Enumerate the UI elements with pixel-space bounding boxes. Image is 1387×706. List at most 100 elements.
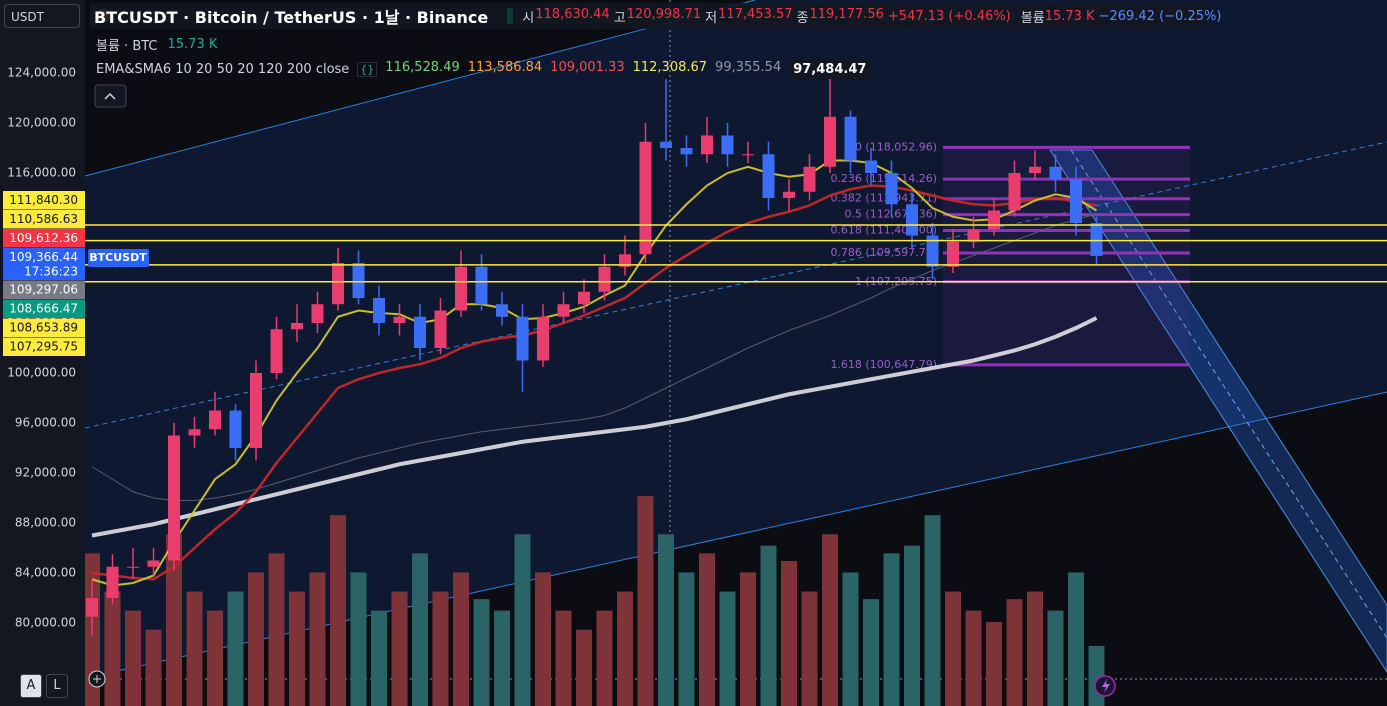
volume-bar bbox=[904, 545, 920, 706]
volume-bar bbox=[289, 591, 305, 706]
candle-body bbox=[1049, 166, 1062, 180]
volume-bar bbox=[965, 610, 982, 706]
volume-bar bbox=[1027, 591, 1043, 706]
volume-bar bbox=[678, 572, 695, 706]
y-tick-label: 116,000.00 bbox=[7, 166, 76, 180]
indicator-code-icon[interactable]: {} bbox=[357, 61, 378, 77]
price-label-bg bbox=[3, 337, 85, 356]
candle-body bbox=[188, 429, 201, 436]
ohlc-value: 120,998.71 bbox=[626, 6, 702, 22]
collapse-button[interactable] bbox=[94, 84, 127, 108]
candle-body bbox=[311, 304, 324, 323]
candle-body bbox=[250, 373, 262, 448]
volume-bar bbox=[453, 572, 469, 706]
change: +547.13 (+0.46%) bbox=[887, 8, 1011, 24]
candle-body bbox=[393, 316, 406, 323]
price-label: 111,840.30 bbox=[9, 193, 78, 207]
axis-layer: 124,000.00120,000.00116,000.00112,000.00… bbox=[3, 66, 85, 630]
ma-layer bbox=[91, 159, 1098, 587]
candle-body bbox=[475, 266, 488, 305]
candle-body bbox=[660, 141, 672, 148]
candle-body bbox=[598, 266, 611, 292]
indicator-value: 112,308.67 bbox=[632, 59, 708, 75]
y-tick-label: 124,000.00 bbox=[7, 66, 76, 80]
fib-zone bbox=[943, 147, 1190, 365]
volume-bar bbox=[1047, 610, 1064, 706]
candle-body bbox=[1008, 173, 1021, 211]
ohlc-label: 시 bbox=[522, 10, 535, 26]
price-label: 107,295.75 bbox=[9, 340, 78, 354]
volume-row-label: 볼륨 · BTC bbox=[96, 38, 158, 54]
volume-bar bbox=[555, 610, 572, 706]
volume-bar bbox=[945, 591, 961, 706]
fib-label: 0.5 (112,674.36) bbox=[844, 208, 937, 221]
volume-bar bbox=[207, 610, 223, 706]
symbol-tag bbox=[88, 249, 149, 267]
price-label-bg bbox=[3, 191, 85, 210]
volume-bar bbox=[801, 591, 818, 706]
candle-body bbox=[988, 210, 1000, 230]
moving-average bbox=[91, 316, 1098, 538]
volume-bar bbox=[186, 591, 203, 706]
volume-bar bbox=[494, 610, 510, 706]
volume-bar bbox=[473, 599, 490, 706]
fib-label: 0 (118,052.96) bbox=[855, 140, 937, 153]
candle-body bbox=[844, 116, 857, 161]
candle-body bbox=[537, 316, 549, 361]
volume-bar bbox=[432, 591, 449, 706]
volume-bar bbox=[514, 534, 531, 706]
candle-body bbox=[209, 410, 221, 430]
ohlc-group: 시 118,630.44 고 120,998.71 저 117,453.57 종 119,17… bbox=[522, 7, 888, 26]
candle-body bbox=[86, 598, 98, 617]
volume-bar bbox=[371, 610, 387, 706]
candle-body bbox=[926, 235, 939, 267]
volume-bar bbox=[658, 534, 674, 706]
scale-button[interactable]: L bbox=[46, 674, 68, 698]
candle-body bbox=[967, 229, 980, 242]
price-label-bg bbox=[3, 210, 85, 229]
volume-bar bbox=[781, 560, 797, 706]
fib-label: 0.786 (109,597.79) bbox=[830, 246, 937, 259]
candle-body bbox=[619, 254, 631, 267]
price-label-bg bbox=[3, 318, 85, 337]
fib-label: 0.236 (115,514.26) bbox=[830, 172, 937, 185]
volume-bar bbox=[986, 622, 1002, 706]
candle-body bbox=[639, 141, 652, 255]
volume-bar bbox=[760, 545, 777, 706]
volume-bar bbox=[412, 553, 428, 706]
candle-body bbox=[680, 148, 693, 155]
volume-bar bbox=[248, 572, 264, 706]
channel-upper bbox=[84, 0, 756, 177]
volume-bar bbox=[535, 572, 551, 706]
candle-body bbox=[332, 263, 344, 305]
indicator-value: 113,586.84 bbox=[467, 59, 543, 75]
volume-bar bbox=[924, 515, 941, 706]
countdown: 17:36:23 bbox=[24, 265, 78, 279]
price-label-bg bbox=[3, 280, 85, 299]
candle-body bbox=[1070, 179, 1082, 223]
candle-body bbox=[701, 135, 713, 155]
currency-select[interactable]: USDT bbox=[4, 4, 80, 28]
price-label-bg bbox=[3, 229, 85, 248]
hline-layer bbox=[85, 224, 1387, 283]
candle-body bbox=[721, 135, 734, 155]
volume-label: 볼륨 bbox=[1020, 10, 1045, 26]
volume-bar bbox=[125, 610, 141, 706]
candle-body bbox=[557, 304, 570, 317]
y-tick-label: 120,000.00 bbox=[7, 116, 76, 130]
volume-bar bbox=[596, 610, 613, 706]
header-row: BTCUSDT · Bitcoin / TetherUS · 1날 · Bina… bbox=[90, 3, 1221, 29]
candle-body bbox=[578, 291, 590, 305]
volume-bar bbox=[699, 553, 715, 706]
price-label: 110,586.63 bbox=[9, 212, 78, 226]
scale-button[interactable]: A bbox=[20, 674, 42, 698]
price-label-bg bbox=[3, 248, 85, 280]
candle-body bbox=[947, 241, 959, 267]
candle-body bbox=[1090, 223, 1103, 256]
candle-body bbox=[229, 410, 242, 448]
candle-body bbox=[803, 166, 816, 192]
candle-body bbox=[434, 310, 447, 348]
volume-bar bbox=[268, 553, 285, 706]
volume-bar bbox=[145, 629, 162, 706]
